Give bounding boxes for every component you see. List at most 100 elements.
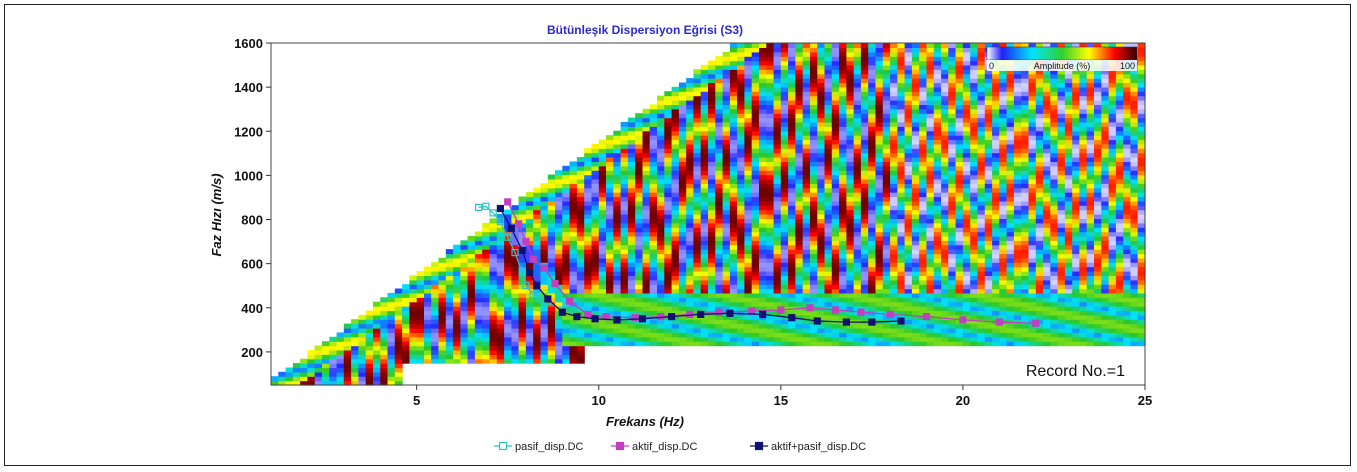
- heatmap-cell: [598, 288, 607, 294]
- heatmap-cell: [722, 306, 731, 312]
- heatmap-cell: [649, 297, 658, 303]
- heatmap-cell: [445, 345, 454, 351]
- heatmap-cell: [766, 51, 775, 57]
- heatmap-cell: [999, 297, 1008, 303]
- heatmap-cell: [729, 100, 738, 105]
- heatmap-cell: [700, 148, 709, 154]
- heatmap-cell: [802, 227, 811, 233]
- heatmap-cell: [737, 214, 745, 219]
- heatmap-cell: [627, 253, 636, 259]
- heatmap-cell: [897, 200, 906, 206]
- heatmap-cell: [999, 174, 1008, 180]
- heatmap-cell: [875, 231, 884, 237]
- heatmap-cell: [1021, 292, 1030, 298]
- heatmap-cell: [438, 257, 447, 263]
- heatmap-cell: [715, 253, 724, 259]
- heatmap-cell: [606, 183, 614, 189]
- heatmap-cell: [824, 244, 833, 250]
- heatmap-cell: [737, 310, 745, 316]
- heatmap-cell: [511, 249, 520, 255]
- heatmap-cell: [620, 165, 629, 171]
- heatmap-cell: [693, 214, 702, 219]
- heatmap-cell: [999, 227, 1008, 233]
- heatmap-cell: [657, 218, 665, 224]
- heatmap-cell: [737, 218, 745, 224]
- heatmap-cell: [700, 214, 709, 219]
- heatmap-cell: [307, 376, 316, 382]
- heatmap-cell: [693, 117, 702, 123]
- heatmap-cell: [780, 100, 789, 105]
- heatmap-cell: [970, 209, 979, 215]
- heatmap-cell: [751, 227, 760, 233]
- heatmap-cell: [569, 284, 578, 290]
- heatmap-cell: [839, 117, 847, 123]
- heatmap-cell: [518, 218, 527, 224]
- heatmap-cell: [1013, 222, 1022, 228]
- heatmap-cell: [664, 100, 673, 105]
- heatmap-cell: [751, 275, 760, 281]
- heatmap-cell: [678, 227, 687, 233]
- heatmap-cell: [453, 292, 461, 298]
- heatmap-cell: [569, 222, 578, 228]
- heatmap-cell: [715, 323, 724, 329]
- heatmap-cell: [846, 332, 855, 338]
- heatmap-cell: [678, 178, 687, 184]
- heatmap-cell: [904, 253, 913, 259]
- heatmap-cell: [613, 266, 622, 272]
- heatmap-cell: [744, 95, 753, 101]
- heatmap-cell: [824, 341, 833, 347]
- heatmap-cell: [453, 310, 461, 316]
- heatmap-cell: [1013, 157, 1022, 162]
- heatmap-cell: [1006, 292, 1015, 298]
- heatmap-cell: [759, 266, 767, 272]
- heatmap-cell: [737, 222, 745, 228]
- heatmap-cell: [970, 51, 979, 57]
- heatmap-cell: [839, 161, 847, 167]
- heatmap-cell: [729, 244, 738, 250]
- heatmap-cell: [984, 227, 993, 233]
- heatmap-cell: [613, 310, 622, 316]
- heatmap-cell: [919, 279, 928, 285]
- heatmap-cell: [824, 148, 833, 154]
- heatmap-cell: [708, 60, 716, 66]
- heatmap-cell: [409, 345, 418, 351]
- heatmap-cell: [693, 200, 702, 206]
- heatmap-cell: [882, 161, 891, 167]
- heatmap-cell: [955, 143, 964, 149]
- heatmap-cell: [358, 371, 367, 377]
- heatmap-cell: [817, 301, 826, 307]
- heatmap-cell: [853, 271, 862, 276]
- heatmap-cell: [722, 222, 731, 228]
- heatmap-cell: [555, 332, 563, 338]
- heatmap-cell: [911, 60, 920, 66]
- heatmap-cell: [474, 284, 483, 290]
- heatmap-cell: [970, 43, 979, 48]
- heatmap-cell: [984, 108, 993, 114]
- heatmap-cell: [569, 178, 578, 184]
- heatmap-cell: [424, 306, 432, 312]
- heatmap-cell: [1021, 253, 1030, 259]
- heatmap-cell: [737, 297, 745, 303]
- heatmap-cell: [751, 192, 760, 198]
- heatmap-cell: [693, 161, 702, 167]
- heatmap-cell: [941, 253, 949, 259]
- heatmap-cell: [686, 165, 695, 171]
- heatmap-cell: [504, 349, 512, 355]
- heatmap-cell: [1006, 200, 1015, 206]
- heatmap-cell: [598, 284, 607, 290]
- heatmap-cell: [744, 157, 753, 162]
- heatmap-cell: [904, 297, 913, 303]
- heatmap-cell: [671, 108, 680, 114]
- heatmap-cell: [438, 266, 447, 272]
- heatmap-cell: [700, 253, 709, 259]
- heatmap-cell: [970, 121, 979, 127]
- heatmap-cell: [431, 266, 440, 272]
- heatmap-cell: [882, 47, 891, 53]
- heatmap-cell: [766, 108, 775, 114]
- heatmap-cell: [729, 143, 738, 149]
- heatmap-cell: [431, 297, 440, 303]
- heatmap-cell: [846, 100, 855, 105]
- heatmap-cell: [788, 192, 796, 198]
- heatmap-cell: [591, 262, 600, 268]
- heatmap-cell: [729, 253, 738, 259]
